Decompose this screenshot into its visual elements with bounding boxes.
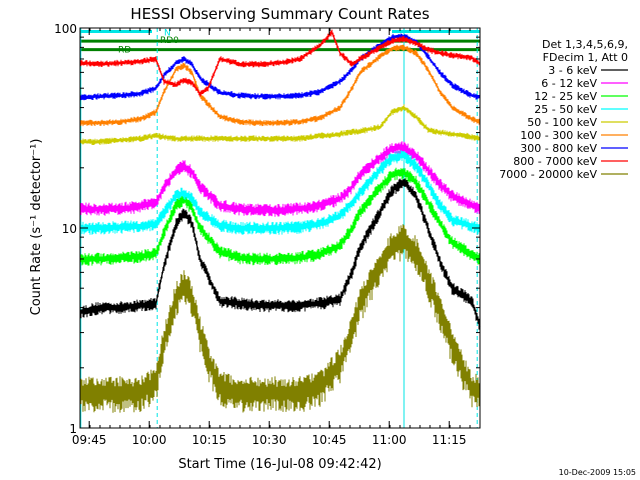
y-tick-label: 100 [54, 22, 77, 36]
series-line [79, 181, 481, 328]
timestamp: 10-Dec-2009 15:05 [559, 468, 636, 477]
series-9 [79, 224, 481, 413]
annotation-rd0: RD0 [160, 36, 179, 46]
legend: Det 1,3,4,5,6,9,FDecim 1, Att 03 - 6 keV… [499, 38, 628, 181]
x-axis-label: Start Time (16-Jul-08 09:42:42) [178, 457, 381, 472]
legend-header: FDecim 1, Att 0 [543, 51, 628, 64]
annotation-rd: RD [118, 45, 131, 55]
series-noise [79, 167, 481, 266]
ticks-layer: 09:45 10:00 10:15 10:30 10:45 11:00 11:15 1 10 10… [54, 22, 481, 447]
series-line [79, 146, 481, 211]
series-layer [79, 29, 481, 413]
series-6 [79, 44, 481, 127]
x-tick-label: 11:15 [432, 433, 467, 447]
series-3 [79, 167, 481, 266]
legend-label: 25 - 50 keV [534, 103, 597, 116]
annotation-n: N [164, 29, 171, 39]
series-7 [79, 33, 481, 101]
legend-label: 7000 - 20000 keV [499, 168, 597, 181]
series-noise [79, 224, 481, 413]
x-tick-label: 09:45 [72, 433, 107, 447]
legend-header: Det 1,3,4,5,6,9, [542, 38, 628, 51]
x-tick-label: 10:00 [132, 433, 167, 447]
legend-label: 800 - 7000 keV [513, 155, 597, 168]
legend-label: 6 - 12 keV [541, 77, 597, 90]
series-line [80, 106, 481, 143]
legend-label: 12 - 25 keV [534, 90, 597, 103]
legend-label: 3 - 6 keV [548, 64, 597, 77]
y-axis-label: Count Rate (s⁻¹ detector⁻¹) [29, 139, 44, 316]
x-tick-label: 10:45 [312, 433, 347, 447]
legend-label: 100 - 300 keV [520, 129, 597, 142]
x-tick-label: 10:15 [192, 433, 227, 447]
x-tick-label: 10:30 [252, 433, 287, 447]
series-line [79, 35, 481, 99]
x-tick-label: 11:00 [372, 433, 407, 447]
series-line [80, 171, 481, 260]
series-line [80, 155, 481, 229]
y-tick-label: 10 [62, 222, 77, 236]
series-line [80, 238, 481, 394]
y-tick-label: 1 [69, 422, 77, 436]
chart-title: HESSI Observing Summary Count Rates [130, 5, 429, 23]
legend-label: 300 - 800 keV [520, 142, 597, 155]
series-noise [79, 44, 481, 127]
series-line [80, 46, 481, 124]
legend-label: 50 - 100 keV [527, 116, 597, 129]
series-line [79, 31, 481, 95]
